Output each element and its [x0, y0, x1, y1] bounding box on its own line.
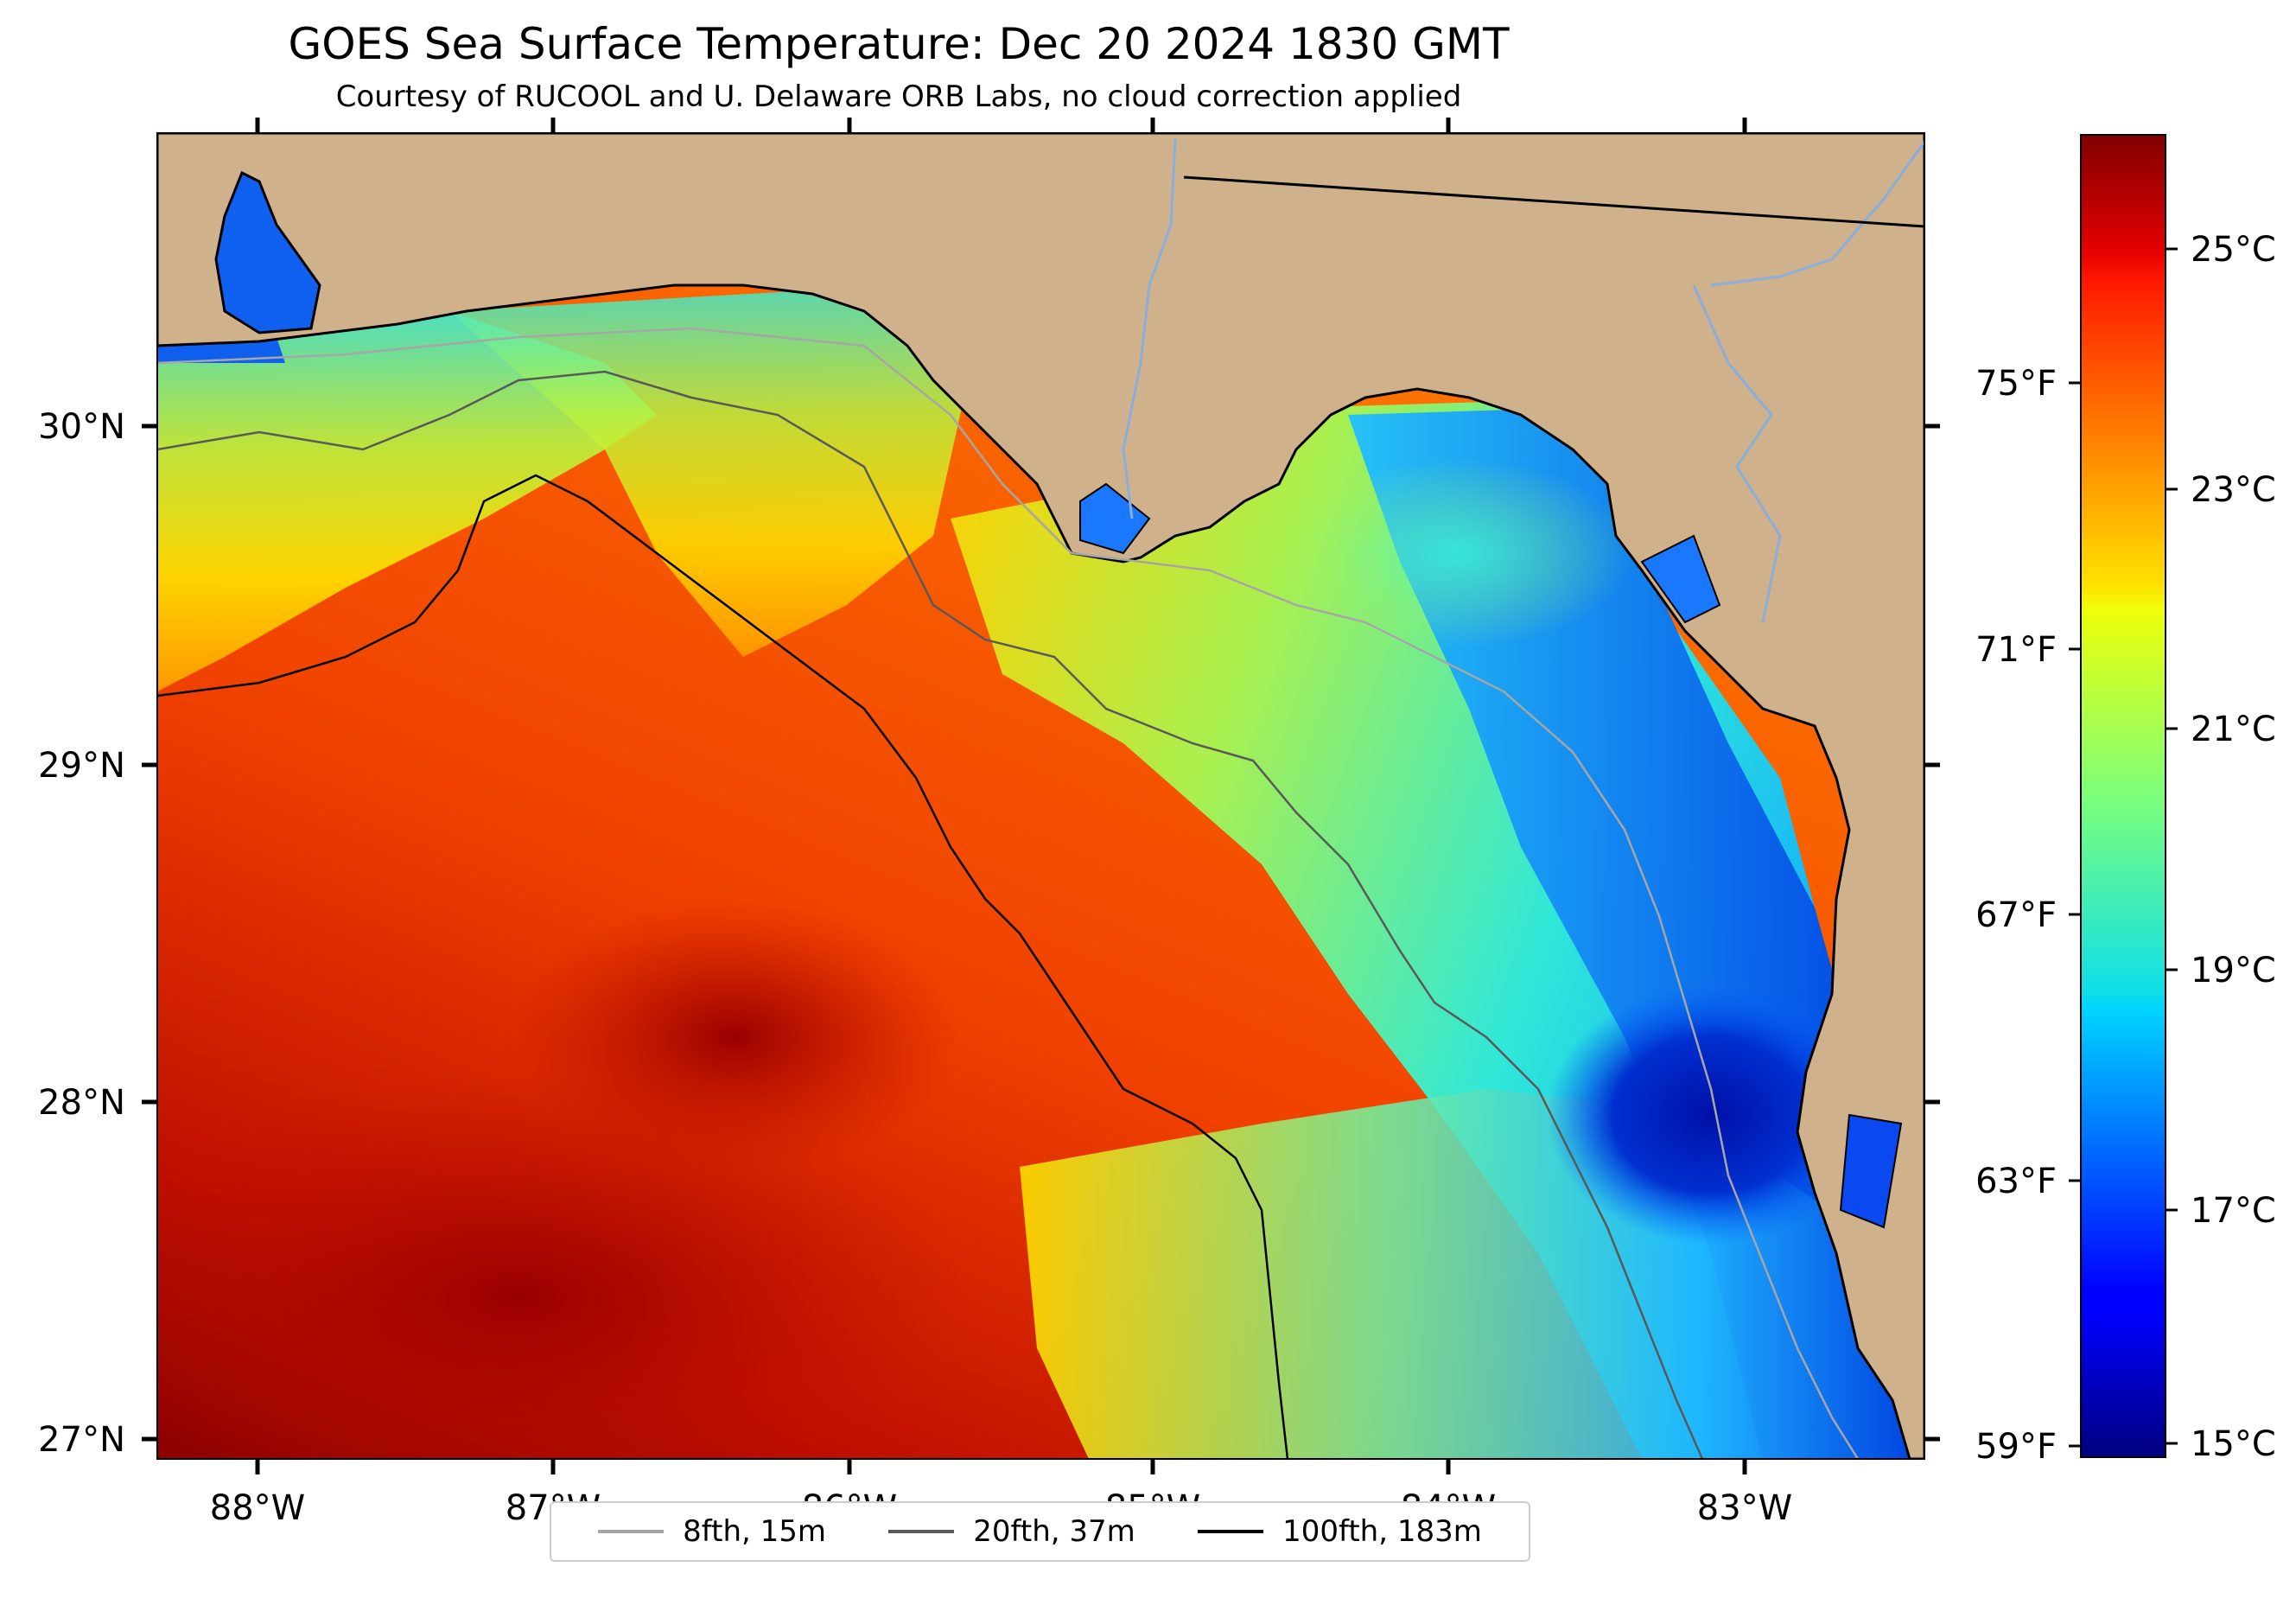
colorbar [2080, 134, 2166, 1458]
tampa-bay [1839, 1113, 1903, 1229]
sst-field-panhandle [449, 285, 968, 657]
colorbar-c-label-17: 17°C [2191, 1191, 2276, 1231]
colorbar-f-label-71: 71°F [1975, 630, 2057, 670]
cyan-patch [1288, 458, 1633, 648]
warm-core-central [510, 899, 959, 1175]
river-north [1710, 139, 1924, 287]
colorbar-f-label-67: 67°F [1975, 895, 2057, 935]
isobath-legend: 8fth, 15m 20fth, 37m 100fth, 183m [550, 1501, 1530, 1562]
legend-swatch-100fth [1198, 1530, 1264, 1533]
legend-item-8fth: 8fth, 15m [598, 1514, 826, 1549]
legend-label-8fth: 8fth, 15m [683, 1514, 827, 1549]
legend-label-20fth: 20fth, 37m [973, 1514, 1135, 1549]
lon-label-83w: 83°W [1697, 1488, 1792, 1528]
colorbar-c-label-23: 23°C [2191, 470, 2276, 510]
coastline-land [157, 133, 1924, 1459]
isobath-20fth [157, 370, 1704, 1459]
map-frame [156, 132, 1925, 1460]
colorbar-ticks [2069, 247, 2178, 1448]
estuary [1640, 534, 1721, 624]
colorbar-f-label-59: 59°F [1975, 1427, 2057, 1467]
colorbar-c-label-15: 15°C [2191, 1424, 2276, 1464]
map-title: GOES Sea Surface Temperature: Dec 20 202… [288, 19, 1510, 69]
colorbar-c-label-21: 21°C [2191, 710, 2276, 749]
lat-label-29n: 29°N [38, 746, 125, 786]
isobath-100fth [157, 474, 1289, 1459]
colorbar-f-label-63: 63°F [1975, 1162, 2057, 1201]
apalachicola-bay [1079, 482, 1151, 555]
colorbar-f-label-75: 75°F [1975, 364, 2057, 404]
legend-item-100fth: 100fth, 183m [1198, 1514, 1482, 1549]
lon-major-ticks [255, 118, 1747, 1474]
isobath-8fth [157, 327, 1860, 1459]
river-suwannee [1692, 284, 1782, 623]
lon-label-88w: 88°W [210, 1488, 305, 1528]
colorbar-c-label-25: 25°C [2191, 230, 2276, 270]
lat-major-ticks [142, 424, 1940, 1442]
mobile-bay [214, 170, 321, 334]
state-boundary [1183, 175, 1924, 228]
colorbar-c-label-19: 19°C [2191, 951, 2276, 990]
lat-label-28n: 28°N [38, 1083, 125, 1123]
map-area [157, 133, 1924, 1459]
cold-core-south [1547, 985, 1875, 1245]
sst-field-north-shelf [157, 311, 657, 691]
map-subtitle: Courtesy of RUCOOL and U. Delaware ORB L… [335, 80, 1462, 114]
legend-swatch-8fth [598, 1530, 665, 1533]
legend-swatch-20fth [888, 1530, 955, 1533]
legend-label-100fth: 100fth, 183m [1282, 1514, 1482, 1549]
lat-label-27n: 27°N [38, 1420, 125, 1460]
river-apalachicola [1122, 137, 1177, 519]
legend-item-20fth: 20fth, 37m [888, 1514, 1135, 1549]
lat-label-30n: 30°N [38, 407, 125, 447]
